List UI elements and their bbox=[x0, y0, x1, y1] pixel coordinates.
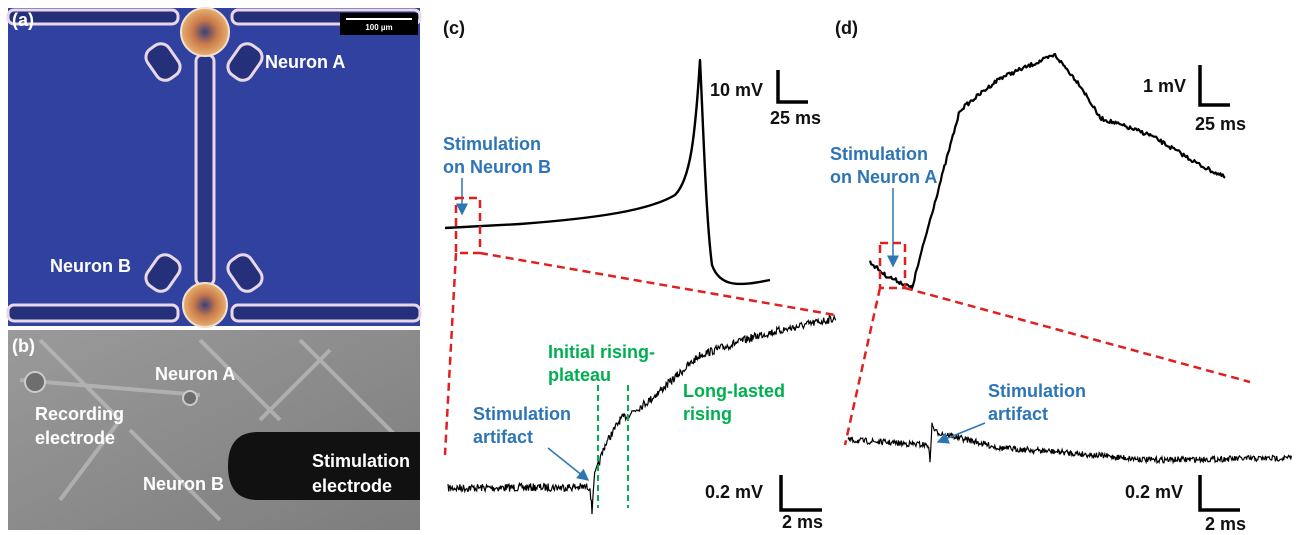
scale-bar bbox=[779, 475, 822, 512]
panel-d: (d) 1 mV 25 ms Stimulation on Neuron A S… bbox=[830, 18, 1292, 534]
scale-bar bbox=[1198, 65, 1230, 107]
neuron-label: Neuron A bbox=[265, 52, 345, 72]
trace bbox=[868, 52, 1226, 290]
electrode-label: electrode bbox=[312, 476, 392, 496]
zoom-line bbox=[843, 287, 882, 446]
electrode-label: electrode bbox=[35, 428, 115, 448]
scale-bar bbox=[1198, 475, 1240, 512]
annotation: artifact bbox=[473, 427, 533, 447]
panel-label: (d) bbox=[835, 18, 858, 38]
annotation: Initial rising- bbox=[548, 342, 655, 362]
micrograph-a: 100 µm (a) Neuron A Neuron B bbox=[6, 7, 422, 328]
annotation: Stimulation bbox=[473, 404, 571, 424]
zoom-line bbox=[904, 286, 1251, 384]
zoom-line bbox=[443, 252, 458, 456]
neuron-label: Neuron B bbox=[143, 474, 224, 494]
panel-label: (b) bbox=[12, 336, 35, 356]
scale-label: 2 ms bbox=[782, 512, 823, 532]
arrow bbox=[936, 422, 986, 444]
zoom-box bbox=[454, 196, 482, 255]
panel-label: (c) bbox=[443, 18, 465, 38]
panel-c: (c) 10 mV 25 ms Stimulation on Neuron B … bbox=[443, 18, 837, 532]
annotation: on Neuron A bbox=[830, 167, 937, 187]
scale-label: 25 ms bbox=[1195, 114, 1246, 134]
annotation: plateau bbox=[548, 365, 611, 385]
annotation: artifact bbox=[988, 404, 1048, 424]
scale-label: 10 mV bbox=[710, 80, 763, 100]
electrode-label: Recording bbox=[35, 404, 124, 424]
trace bbox=[447, 314, 837, 515]
zoom-line bbox=[479, 251, 836, 317]
scale-label: 0.2 mV bbox=[705, 482, 763, 502]
neuron-label: Neuron B bbox=[50, 256, 131, 276]
annotation: rising bbox=[683, 404, 732, 424]
arrow bbox=[547, 447, 590, 481]
scale-bar bbox=[776, 70, 808, 104]
scale-label: 25 ms bbox=[770, 108, 821, 128]
micrograph-b: (b) Neuron A Recording electrode Neuron … bbox=[8, 330, 420, 530]
electrode-label: Stimulation bbox=[312, 451, 410, 471]
scale-label: 2 ms bbox=[1205, 514, 1246, 534]
scale-label: 1 mV bbox=[1143, 76, 1186, 96]
scale-bar-label: 100 µm bbox=[365, 23, 392, 32]
trace bbox=[444, 58, 771, 286]
annotation: Stimulation bbox=[988, 381, 1086, 401]
annotation: Stimulation bbox=[443, 134, 541, 154]
scale-label: 0.2 mV bbox=[1125, 482, 1183, 502]
panel-label: (a) bbox=[12, 10, 34, 30]
trace bbox=[847, 422, 1292, 465]
annotation: Long-lasted bbox=[683, 381, 785, 401]
zoom-box bbox=[878, 241, 907, 290]
neuron-label: Neuron A bbox=[155, 364, 235, 384]
annotation: on Neuron B bbox=[443, 157, 551, 177]
annotation: Stimulation bbox=[830, 144, 928, 164]
